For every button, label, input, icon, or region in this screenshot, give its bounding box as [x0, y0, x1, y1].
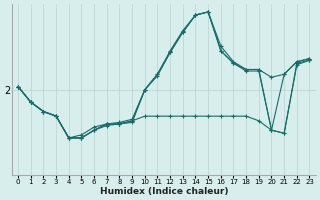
- X-axis label: Humidex (Indice chaleur): Humidex (Indice chaleur): [100, 187, 228, 196]
